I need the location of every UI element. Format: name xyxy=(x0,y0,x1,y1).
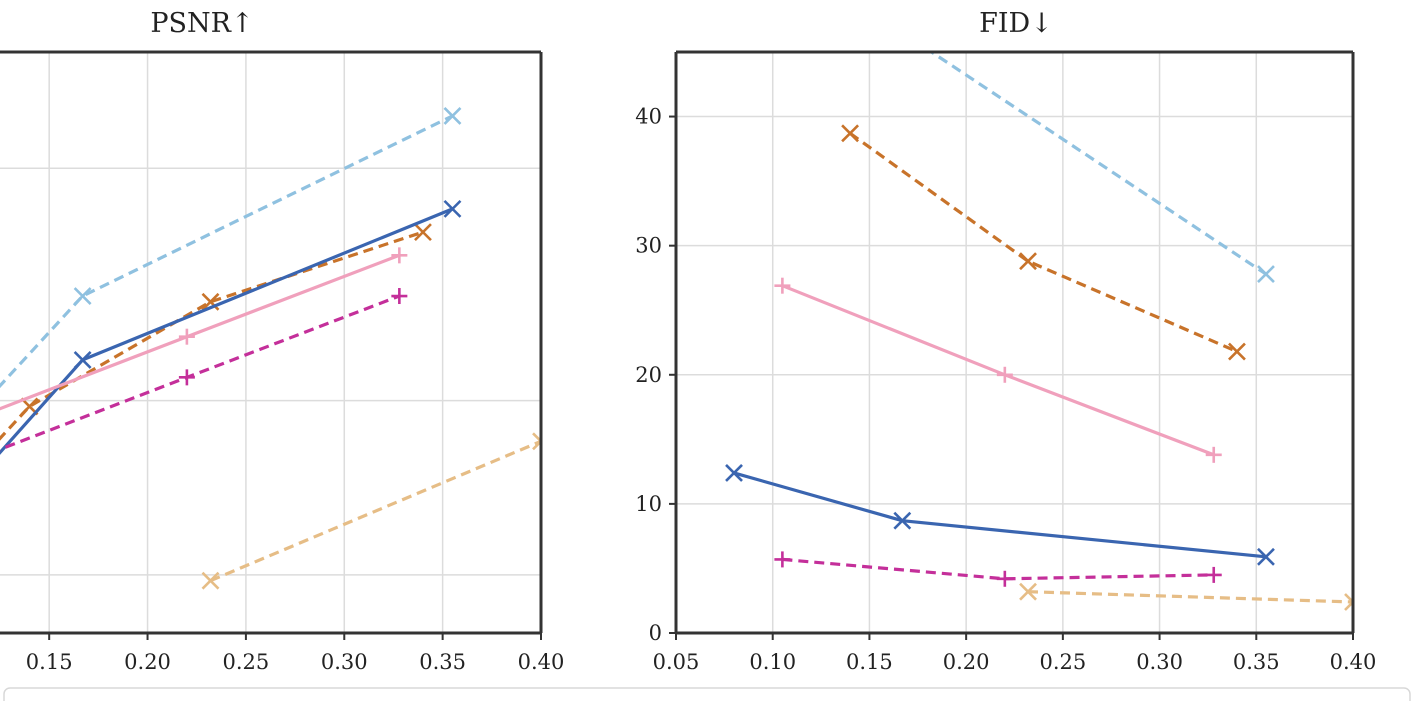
psnr-series-4 xyxy=(0,288,408,452)
fid-data-point xyxy=(1257,265,1275,283)
psnr-data-point xyxy=(414,223,432,242)
bottom-panel-edge xyxy=(3,687,1411,701)
fid-series-line xyxy=(733,471,1267,559)
fid-series-3 xyxy=(774,277,1222,463)
fid-series-line xyxy=(781,284,1215,457)
fid-data-point xyxy=(1257,547,1275,566)
fid-series-5 xyxy=(1019,582,1353,611)
fid-data-point xyxy=(725,463,743,482)
fid-data-point xyxy=(1019,582,1037,601)
psnr-data-point xyxy=(178,369,195,386)
fid-series-0 xyxy=(894,25,1275,283)
fid-data-point xyxy=(841,124,860,143)
fid-x-tick-label: 0.05 xyxy=(653,650,700,674)
fid-y-tick-label: 0 xyxy=(649,621,662,645)
fid-data-point xyxy=(1344,593,1353,611)
psnr-series-0 xyxy=(0,106,462,389)
fid-data-point xyxy=(996,570,1013,587)
psnr-data-point xyxy=(201,571,220,590)
fid-x-tick-label: 0.15 xyxy=(846,650,893,674)
fid-data-point xyxy=(774,277,791,294)
fid-data-point xyxy=(1205,566,1222,583)
fid-series-2 xyxy=(725,463,1275,566)
psnr-data-point xyxy=(73,351,92,369)
fid-series-1 xyxy=(841,124,1246,361)
fid-y-tick-label: 30 xyxy=(635,234,662,258)
fid-chart-title: FID↓ xyxy=(979,8,1053,39)
psnr-axes-frame xyxy=(0,50,543,635)
psnr-series-line xyxy=(0,114,454,389)
fid-series-4 xyxy=(774,551,1222,587)
fid-y-tick-label: 20 xyxy=(635,363,662,387)
fid-y-tick-label: 40 xyxy=(635,105,662,129)
fid-data-point xyxy=(774,551,791,568)
fid-x-tick-label: 0.20 xyxy=(943,650,990,674)
psnr-data-point xyxy=(178,328,195,345)
fid-series-line xyxy=(928,52,1267,276)
fid-gridlines xyxy=(675,52,1354,634)
psnr-data-point xyxy=(443,199,462,218)
fid-data-point xyxy=(996,366,1013,383)
fid-x-tick-label: 0.25 xyxy=(1039,650,1086,674)
psnr-panel: 0.15 0.20 0.25 0.30 0.35 0.40 PSNR↑ xyxy=(0,8,564,674)
fid-x-tick-label: 0.35 xyxy=(1233,650,1280,674)
fid-data-point xyxy=(894,25,910,41)
psnr-data-point xyxy=(391,288,408,305)
psnr-x-tick-label: 0.35 xyxy=(419,650,466,674)
psnr-series-line xyxy=(0,253,400,411)
psnr-data-point xyxy=(532,432,541,451)
fid-data-point xyxy=(1205,446,1222,463)
fid-panel: 0.05 0.10 0.15 0.20 0.25 0.30 0.35 0.40 0 10 20 30 4… xyxy=(635,8,1377,674)
psnr-x-tick-label: 0.25 xyxy=(223,650,270,674)
fid-x-tick-label: 0.10 xyxy=(749,650,796,674)
psnr-data-point xyxy=(443,106,462,125)
psnr-x-tick-label: 0.40 xyxy=(518,650,565,674)
psnr-series-5 xyxy=(201,432,541,590)
psnr-series-line xyxy=(0,230,424,441)
psnr-x-tick-label: 0.30 xyxy=(321,650,368,674)
psnr-x-tick-label: 0.20 xyxy=(124,650,171,674)
psnr-gridlines xyxy=(0,52,542,633)
fid-series-line xyxy=(782,557,1214,581)
psnr-series-line xyxy=(0,294,400,452)
fid-y-tick-label: 10 xyxy=(635,492,662,516)
psnr-series-2 xyxy=(0,199,462,455)
psnr-series-line xyxy=(209,439,541,583)
fid-series-line xyxy=(849,132,1238,353)
fid-x-tick-label: 0.30 xyxy=(1136,650,1183,674)
fid-x-tick-label: 0.40 xyxy=(1330,650,1377,674)
fid-axes-frame xyxy=(674,50,1355,635)
psnr-data-point xyxy=(391,247,408,264)
fid-data-point xyxy=(1019,252,1037,271)
psnr-x-tick-label: 0.15 xyxy=(26,650,73,674)
psnr-data-point xyxy=(73,287,92,305)
fid-series-line xyxy=(1027,590,1353,604)
psnr-series-3 xyxy=(0,247,408,411)
fid-data-point xyxy=(893,511,912,530)
fid-data-point xyxy=(1228,342,1246,361)
psnr-chart-title: PSNR↑ xyxy=(150,8,253,39)
